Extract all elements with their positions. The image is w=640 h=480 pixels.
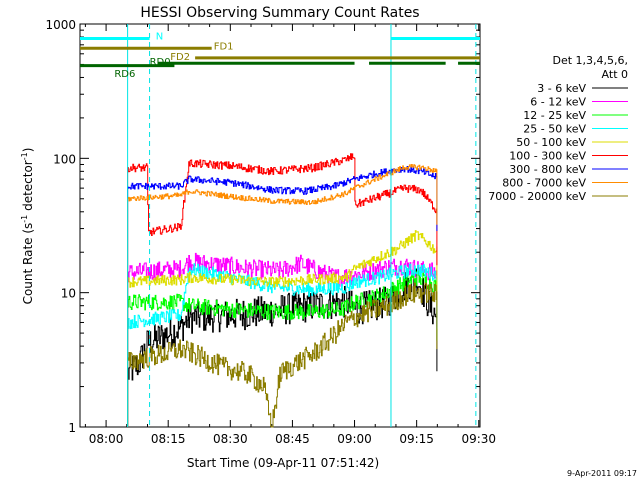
axis-ticks: 08:00 08:15 08:30 08:45 09:00 09:15 09:30 1 10 10…: [45, 18, 496, 446]
attenuator-markers: [127, 24, 477, 427]
y-tick-label: 1000: [45, 18, 76, 32]
legend-label: 50 - 100 keV: [516, 136, 586, 149]
series-line: [127, 153, 438, 427]
y-axis-label: Count Rate (s-1 detector-1): [20, 148, 35, 305]
legend-title: Det 1,3,4,5,6,: [552, 54, 628, 67]
flag-label: FD2: [170, 52, 190, 63]
x-tick-label: 08:45: [275, 432, 310, 446]
x-tick-label: 08:00: [89, 432, 124, 446]
y-axis-label-end: ): [21, 148, 35, 153]
x-tick-label: 08:30: [213, 432, 248, 446]
legend-label: 6 - 12 keV: [530, 96, 586, 109]
plot-frame: [79, 23, 481, 428]
y-axis-label-sup1: -1: [20, 215, 29, 223]
legend-label: 7000 - 20000 keV: [488, 190, 586, 203]
legend-label: 100 - 300 keV: [509, 150, 586, 163]
series-lines: [127, 153, 438, 428]
x-tick-label: 09:30: [461, 432, 496, 446]
series-line: [127, 166, 438, 427]
flag-label: RD0: [150, 57, 171, 68]
x-tick-label: 09:00: [337, 432, 372, 446]
y-axis-label-main: Count Rate (s: [21, 223, 35, 305]
flag-label: N: [156, 32, 163, 43]
series-line: [127, 164, 438, 427]
chart-title: HESSI Observing Summary Count Rates: [140, 5, 419, 21]
x-tick-label: 08:15: [151, 432, 186, 446]
series-line: [127, 263, 438, 427]
legend-label: 3 - 6 keV: [537, 82, 586, 95]
y-axis-label-mid: detector: [21, 160, 35, 215]
series-line: [127, 230, 438, 427]
legend-label: 800 - 7000 keV: [502, 177, 586, 190]
legend-subtitle: Att 0: [602, 68, 628, 81]
y-tick-label: 10: [61, 287, 76, 301]
y-tick-label: 1: [68, 421, 76, 435]
y-tick-label: 100: [53, 152, 76, 166]
flag-label: FD1: [214, 42, 234, 53]
legend-label: 12 - 25 keV: [523, 109, 586, 122]
legend-label: 25 - 50 keV: [523, 123, 586, 136]
x-tick-label: 09:15: [399, 432, 434, 446]
series-line: [127, 268, 438, 427]
footer-date: 9-Apr-2011 09:17: [567, 469, 637, 478]
series-line: [127, 270, 438, 427]
y-axis-label-sup2: -1: [20, 152, 29, 160]
legend-label: 300 - 800 keV: [509, 163, 586, 176]
x-axis-label: Start Time (09-Apr-11 07:51:42): [187, 456, 379, 470]
flag-label: RD6: [114, 69, 135, 80]
series-line: [127, 282, 438, 428]
